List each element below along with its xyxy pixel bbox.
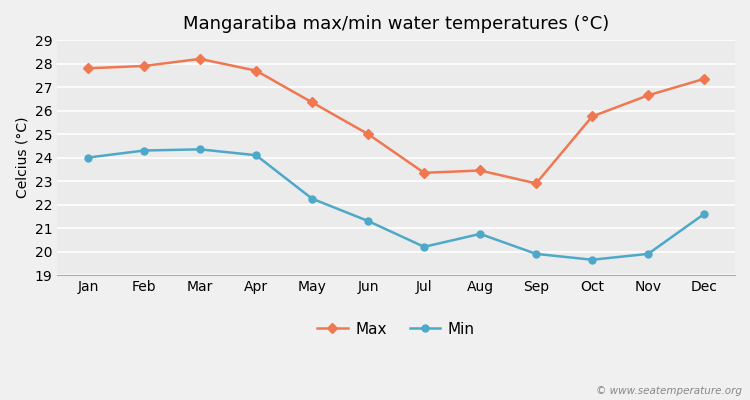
Max [476, 168, 484, 173]
Max [419, 170, 428, 175]
Max [644, 93, 652, 98]
Min [308, 196, 316, 201]
Max [364, 132, 373, 136]
Max [251, 68, 260, 73]
Max [532, 181, 541, 186]
Max [196, 56, 205, 61]
Min [83, 155, 92, 160]
Min [251, 153, 260, 158]
Line: Min: Min [85, 146, 708, 263]
Min [476, 232, 484, 236]
Y-axis label: Celcius (°C): Celcius (°C) [15, 117, 29, 198]
Title: Mangaratiba max/min water temperatures (°C): Mangaratiba max/min water temperatures (… [183, 15, 609, 33]
Legend: Max, Min: Max, Min [311, 316, 481, 343]
Max [308, 100, 316, 105]
Min [364, 218, 373, 223]
Min [196, 147, 205, 152]
Min [588, 257, 597, 262]
Line: Max: Max [85, 56, 708, 187]
Min [700, 212, 709, 216]
Text: © www.seatemperature.org: © www.seatemperature.org [596, 386, 742, 396]
Min [140, 148, 148, 153]
Min [419, 244, 428, 249]
Max [700, 76, 709, 81]
Max [588, 114, 597, 119]
Max [140, 64, 148, 68]
Min [644, 252, 652, 256]
Max [83, 66, 92, 71]
Min [532, 252, 541, 256]
